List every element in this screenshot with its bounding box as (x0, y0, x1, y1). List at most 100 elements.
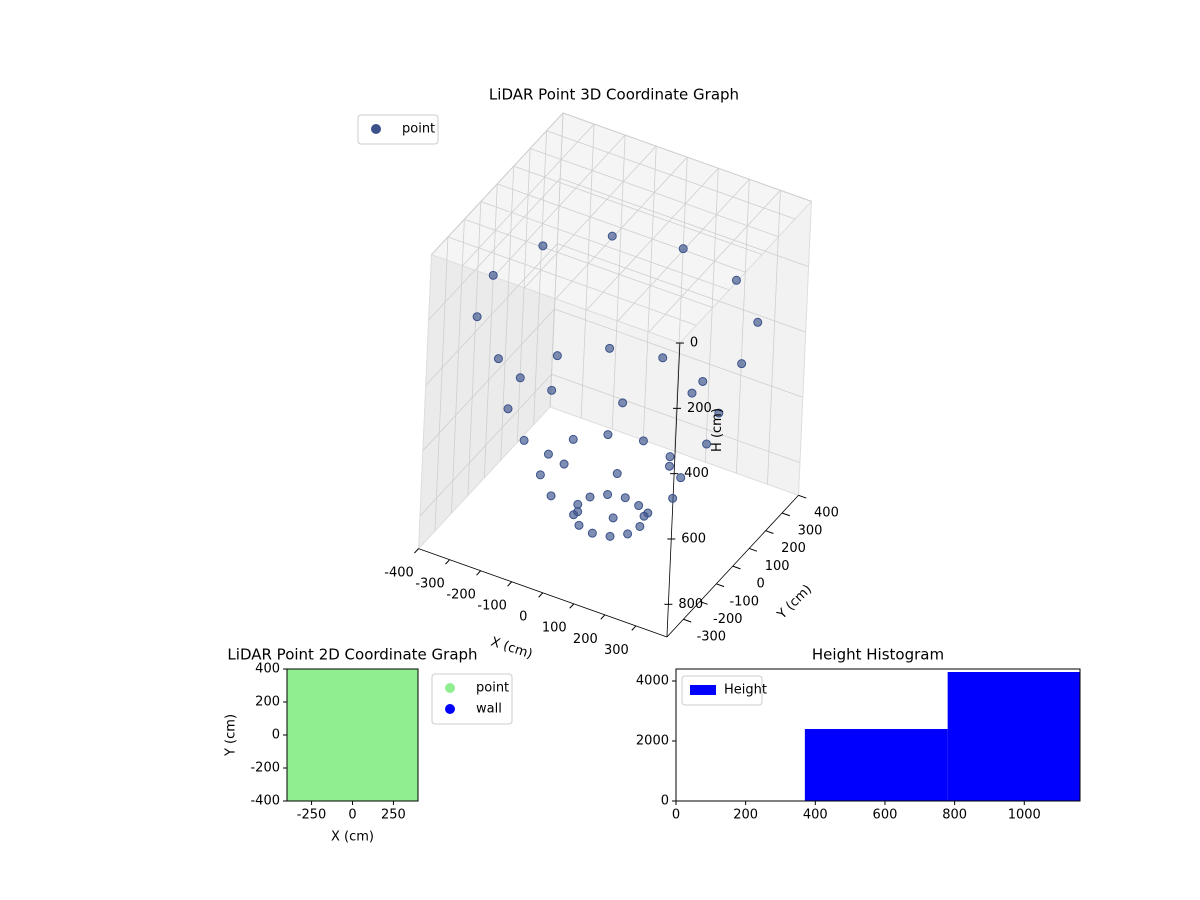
grid-line (560, 177, 809, 268)
grid-line (483, 183, 498, 478)
grid-line (562, 112, 812, 202)
point (665, 452, 675, 462)
y-tick-label: 400 (255, 662, 280, 677)
grid-line (611, 135, 626, 430)
grid-line (425, 243, 558, 386)
grid-line (549, 113, 564, 407)
point (535, 470, 545, 480)
grid-line (551, 373, 801, 464)
legend-swatch (690, 685, 716, 695)
chart-title: LiDAR Point 2D Coordinate Graph (227, 646, 477, 664)
y-tick (683, 618, 692, 623)
point (519, 435, 529, 445)
grid-line (419, 374, 552, 517)
y-axis-label: Y (cm) (774, 582, 815, 623)
x-tick-label: -100 (477, 599, 507, 614)
x-tick-label: 800 (942, 808, 967, 823)
x-tick-label: 100 (542, 621, 567, 636)
point (698, 376, 708, 386)
x-tick (569, 603, 575, 609)
y-tick (699, 601, 708, 605)
plot-frame (286, 668, 419, 802)
grid-line (447, 236, 697, 326)
x-tick (476, 570, 482, 576)
grid-line (546, 130, 796, 220)
grid-line (673, 157, 688, 452)
y-tick-label: 300 (798, 523, 823, 538)
x-axis (418, 548, 668, 638)
point (568, 434, 578, 444)
z-tick-label: 400 (684, 466, 709, 481)
point (607, 231, 617, 241)
x-tick-label: 300 (604, 643, 629, 658)
point (546, 491, 556, 501)
point (658, 353, 668, 363)
point (638, 436, 648, 446)
y-axis (666, 495, 799, 638)
y-tick-label: -200 (713, 612, 743, 627)
legend-marker (445, 683, 455, 693)
y-tick (716, 583, 725, 588)
x-tick-label: 400 (803, 808, 828, 823)
point (574, 520, 584, 530)
grid-line (500, 166, 515, 461)
x-tick-label: 0 (348, 808, 356, 823)
point (618, 398, 628, 408)
point (731, 275, 741, 285)
point (605, 531, 615, 541)
point (488, 270, 498, 280)
grid-line (767, 190, 781, 485)
z-axis (666, 343, 681, 637)
x-tick-label: 0 (519, 610, 527, 625)
x-tick-label: -400 (384, 566, 414, 581)
x-tick-label: -200 (446, 588, 476, 603)
z-tick-label: 200 (687, 401, 712, 416)
grid-line (557, 243, 806, 333)
grid-line (736, 179, 750, 474)
grid-line (642, 146, 657, 441)
point (676, 473, 686, 483)
x-tick (507, 581, 513, 587)
point (472, 312, 482, 322)
point (664, 461, 674, 471)
x-tick-label: 0 (672, 808, 680, 823)
point (538, 241, 548, 251)
y-tick-label: 0 (661, 794, 669, 809)
grid-line (467, 201, 482, 496)
y-tick-label: -200 (250, 761, 280, 776)
y-tick (781, 512, 790, 517)
grid-line (513, 165, 763, 255)
z-tick-label: 0 (690, 336, 698, 351)
legend-label: wall (476, 702, 502, 717)
y-tick (798, 494, 807, 499)
grid-line (580, 124, 595, 419)
chart-title: LiDAR Point 3D Coordinate Graph (489, 86, 739, 104)
point (493, 354, 503, 364)
y-tick-label: -300 (697, 630, 727, 645)
grid-line (516, 148, 531, 443)
legend-box (681, 675, 763, 706)
point (503, 404, 513, 414)
grid-line (533, 130, 548, 425)
x-tick-label: 200 (733, 808, 758, 823)
x-tick (538, 592, 544, 598)
point (620, 493, 630, 503)
x-tick (600, 614, 606, 620)
y-tick-label: 400 (814, 506, 839, 521)
y-tick-label: 4000 (636, 674, 669, 689)
grid-line (497, 183, 746, 273)
y-tick-label: 100 (765, 559, 790, 574)
y-tick (765, 530, 774, 534)
y-tick-label: -100 (729, 594, 759, 609)
z-axis-label: H (cm) (710, 408, 725, 452)
y-tick-label: -400 (250, 794, 280, 809)
x-tick-label: -250 (297, 808, 327, 823)
point (552, 351, 562, 361)
grid-line (428, 178, 561, 321)
point (405, 669, 418, 682)
grid-line (480, 201, 730, 291)
grid-line (530, 148, 779, 238)
x-tick (445, 559, 450, 565)
point (515, 373, 525, 383)
